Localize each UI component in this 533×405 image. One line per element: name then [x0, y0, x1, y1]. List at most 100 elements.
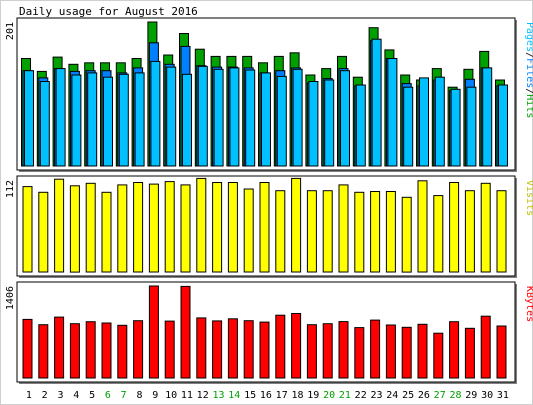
x-tick-label-day-19: 19	[307, 390, 319, 401]
x-tick-label-day-13: 13	[212, 390, 224, 401]
ylabel-part: /	[524, 52, 533, 58]
pages-bar-day-3	[55, 68, 66, 167]
visits-bar-day-21	[338, 184, 349, 273]
visits-bar-day-14	[227, 182, 238, 273]
visits-bar-day-24	[385, 191, 396, 273]
pages-bar-day-18	[292, 68, 303, 167]
x-tick-label-day-29: 29	[465, 390, 477, 401]
x-tick-label-day-18: 18	[291, 390, 303, 401]
visits-bar-day-10	[164, 181, 175, 273]
visits-bar-day-1	[22, 186, 33, 273]
panel-3-ylabel: KBytes	[524, 286, 533, 322]
x-tick-label-day-28: 28	[449, 390, 461, 401]
ylabel-part: Hits	[524, 94, 533, 118]
visits-bar-day-4	[69, 185, 80, 273]
visits-bar-day-5	[85, 182, 96, 273]
x-tick-label-day-11: 11	[181, 390, 193, 401]
pages-bar-day-7	[118, 73, 129, 167]
kbytes-bar-day-22	[354, 327, 365, 379]
kbytes-bar-day-17	[275, 314, 286, 379]
kbytes-bar-day-30	[480, 315, 491, 379]
x-tick-label-day-14: 14	[228, 390, 240, 401]
kbytes-bar-day-27	[433, 332, 444, 379]
chart-title: Daily usage for August 2016	[19, 5, 198, 18]
kbytes-bar-day-5	[85, 321, 96, 379]
ylabel-part: /	[524, 88, 533, 94]
x-tick-label-day-22: 22	[355, 390, 367, 401]
panel-2-max-label: 112	[5, 180, 16, 198]
pages-bar-day-17	[276, 75, 287, 167]
x-tick-label-day-23: 23	[370, 390, 382, 401]
kbytes-bar-day-10	[164, 320, 175, 379]
visits-bar-day-27	[433, 195, 444, 273]
ylabel-part: KBytes	[524, 286, 533, 322]
visits-bar-day-3	[54, 178, 65, 273]
kbytes-bar-day-18	[291, 313, 302, 379]
x-tick-label-day-15: 15	[244, 390, 256, 401]
pages-bar-day-21	[340, 70, 350, 167]
visits-bar-day-12	[196, 177, 207, 273]
pages-bar-day-31	[498, 84, 508, 167]
x-tick-label-day-26: 26	[418, 390, 430, 401]
kbytes-bar-day-16	[259, 321, 270, 379]
x-tick-label-day-3: 3	[57, 390, 63, 401]
x-tick-label-day-4: 4	[73, 390, 79, 401]
x-tick-label-day-24: 24	[386, 390, 398, 401]
kbytes-bar-day-19	[306, 324, 317, 379]
x-tick-label-day-7: 7	[121, 390, 127, 401]
visits-bar-day-25	[401, 196, 412, 273]
pages-bar-day-9	[150, 60, 161, 167]
pages-bar-day-23	[371, 38, 382, 167]
pages-bar-day-30	[482, 67, 493, 167]
kbytes-bar-day-6	[101, 322, 112, 379]
pages-bar-day-28	[450, 88, 461, 167]
x-tick-label-day-30: 30	[481, 390, 493, 401]
pages-bar-day-10	[166, 66, 177, 167]
kbytes-bar-day-1	[22, 318, 33, 379]
pages-bar-day-12	[197, 65, 208, 167]
kbytes-bar-day-4	[69, 323, 80, 379]
pages-bar-day-22	[355, 84, 366, 167]
kbytes-bar-day-15	[243, 320, 254, 379]
x-tick-label-day-25: 25	[402, 390, 414, 401]
x-tick-label-day-8: 8	[136, 390, 142, 401]
kbytes-bar-day-29	[464, 327, 475, 379]
x-tick-label-day-12: 12	[197, 390, 209, 401]
visits-bar-day-19	[306, 190, 317, 273]
pages-bar-day-4	[71, 74, 82, 167]
x-tick-label-day-1: 1	[26, 390, 32, 401]
visits-bar-day-2	[38, 191, 49, 273]
visits-bar-day-17	[275, 190, 286, 273]
x-tick-label-day-27: 27	[434, 390, 446, 401]
visits-bar-day-6	[101, 191, 112, 273]
kbytes-bar-day-3	[54, 316, 65, 379]
visits-bar-day-28	[449, 182, 460, 273]
pages-bar-day-5	[87, 72, 98, 167]
ylabel-part: Pages	[524, 22, 533, 52]
visits-bar-day-15	[243, 188, 254, 273]
x-tick-label-day-16: 16	[260, 390, 272, 401]
pages-bar-day-24	[387, 58, 398, 167]
visits-bar-day-22	[354, 191, 365, 273]
visits-bar-day-18	[291, 177, 302, 273]
visits-bar-day-31	[496, 190, 507, 273]
visits-bar-day-30	[480, 182, 491, 273]
kbytes-bar-day-11	[180, 285, 191, 379]
pages-bar-day-26	[419, 77, 429, 167]
panel-3-max-label: 1406	[5, 286, 16, 310]
visits-bar-day-13	[212, 182, 223, 273]
kbytes-bar-day-7	[117, 324, 128, 379]
pages-bar-day-6	[103, 76, 113, 167]
kbytes-bar-day-9	[148, 285, 159, 379]
kbytes-bar-day-26	[417, 323, 428, 379]
x-tick-label-day-21: 21	[339, 390, 351, 401]
panel-1-ylabel: Pages/Files/Hits	[524, 22, 533, 118]
x-tick-label-day-31: 31	[497, 390, 509, 401]
ylabel-part: Files	[524, 58, 533, 88]
visits-bar-day-9	[148, 183, 159, 273]
x-tick-label-day-17: 17	[276, 390, 288, 401]
kbytes-bar-day-2	[38, 324, 49, 379]
x-tick-label-day-5: 5	[89, 390, 95, 401]
pages-bar-day-27	[434, 76, 445, 167]
x-tick-label-day-2: 2	[42, 390, 48, 401]
